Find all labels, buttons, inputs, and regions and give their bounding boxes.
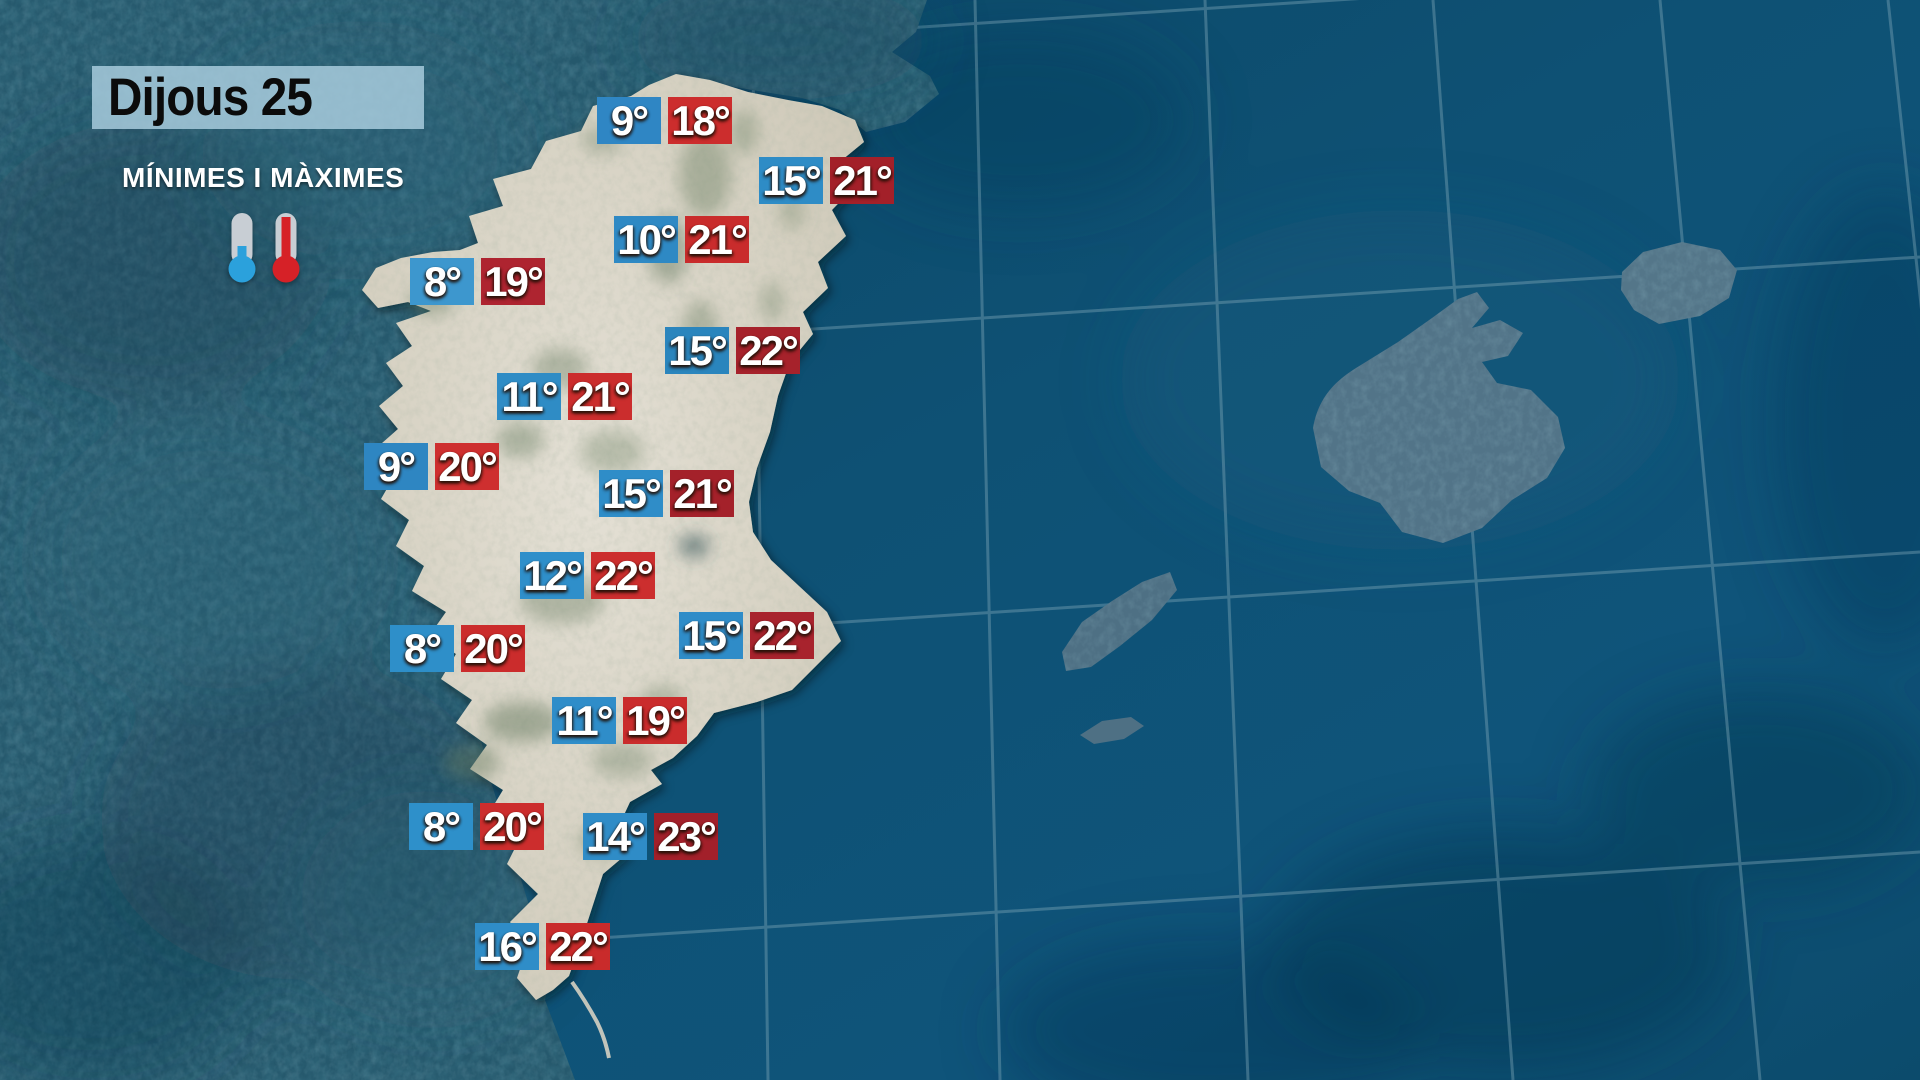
max-temp-badge: 20° bbox=[461, 625, 525, 672]
max-temp-badge: 20° bbox=[480, 803, 544, 850]
min-temp-badge: 9° bbox=[364, 443, 428, 490]
max-temp-badge: 22° bbox=[736, 327, 800, 374]
max-temp-badge: 18° bbox=[668, 97, 732, 144]
station-temp-pair: 8° 20° bbox=[390, 625, 525, 672]
min-temp-badge: 14° bbox=[583, 813, 647, 860]
min-thermometer-icon bbox=[228, 213, 256, 283]
max-temp-badge: 21° bbox=[830, 157, 894, 204]
legend-title: MÍNIMES I MÀXIMES bbox=[122, 162, 405, 193]
min-temp-badge: 8° bbox=[390, 625, 454, 672]
formentera-island bbox=[1080, 717, 1144, 744]
max-temp-badge: 22° bbox=[750, 612, 814, 659]
max-temp-badge: 19° bbox=[623, 697, 687, 744]
station-temp-pair: 15° 21° bbox=[759, 157, 894, 204]
min-temp-badge: 8° bbox=[410, 258, 474, 305]
station-temp-pair: 16° 22° bbox=[475, 923, 610, 970]
station-temp-pair: 11° 19° bbox=[552, 697, 687, 744]
min-temp-badge: 9° bbox=[597, 97, 661, 144]
min-temp-badge: 15° bbox=[665, 327, 729, 374]
min-temp-badge: 12° bbox=[520, 552, 584, 599]
station-temp-pair: 8° 20° bbox=[409, 803, 544, 850]
min-temp-badge: 15° bbox=[679, 612, 743, 659]
max-temp-badge: 20° bbox=[435, 443, 499, 490]
max-thermometer-icon bbox=[272, 213, 300, 283]
station-temp-pair: 15° 22° bbox=[679, 612, 814, 659]
max-temp-badge: 21° bbox=[568, 373, 632, 420]
station-temp-pair: 15° 21° bbox=[599, 470, 734, 517]
station-temp-pair: 12° 22° bbox=[520, 552, 655, 599]
min-temp-badge: 8° bbox=[409, 803, 473, 850]
max-temp-badge: 22° bbox=[546, 923, 610, 970]
max-temp-badge: 23° bbox=[654, 813, 718, 860]
min-temp-badge: 11° bbox=[552, 697, 616, 744]
min-temp-badge: 15° bbox=[599, 470, 663, 517]
station-temp-pair: 9° 20° bbox=[364, 443, 499, 490]
station-temp-pair: 8° 19° bbox=[410, 258, 545, 305]
station-temp-pair: 14° 23° bbox=[583, 813, 718, 860]
station-temp-pair: 10° 21° bbox=[614, 216, 749, 263]
balearic-islands bbox=[1062, 242, 1737, 744]
station-temp-pair: 15° 22° bbox=[665, 327, 800, 374]
max-temp-badge: 21° bbox=[685, 216, 749, 263]
date-panel: Dijous 25 bbox=[92, 66, 424, 129]
min-temp-badge: 16° bbox=[475, 923, 539, 970]
thermometer-legend bbox=[228, 213, 300, 283]
station-temp-pair: 11° 21° bbox=[497, 373, 632, 420]
min-temp-badge: 11° bbox=[497, 373, 561, 420]
date-label: Dijous 25 bbox=[108, 68, 313, 127]
max-temp-badge: 22° bbox=[591, 552, 655, 599]
max-temp-badge: 19° bbox=[481, 258, 545, 305]
max-temp-badge: 21° bbox=[670, 470, 734, 517]
min-temp-badge: 15° bbox=[759, 157, 823, 204]
min-temp-badge: 10° bbox=[614, 216, 678, 263]
coastal-sandbar bbox=[570, 980, 611, 1059]
station-temp-pair: 9° 18° bbox=[597, 97, 732, 144]
